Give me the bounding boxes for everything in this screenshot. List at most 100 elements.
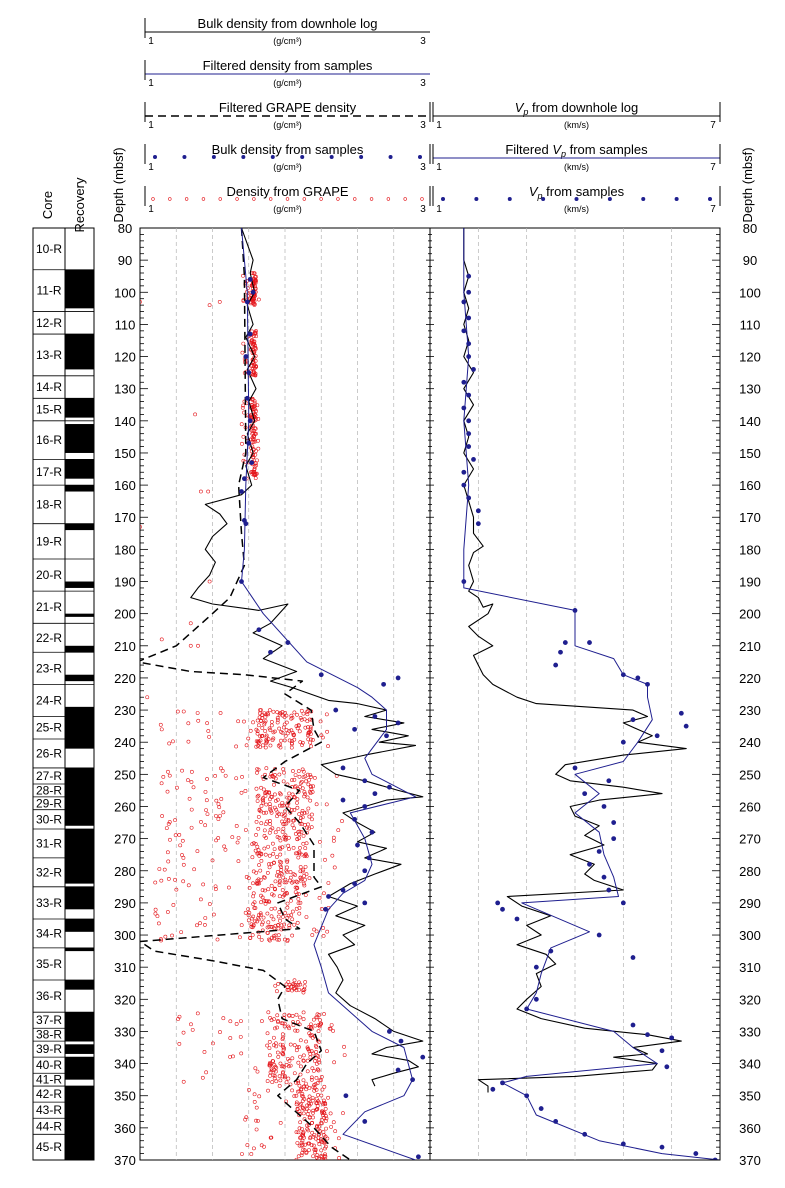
grape-point: [267, 1063, 272, 1068]
legend-min: 1: [148, 36, 154, 47]
core-recovery-column: 10-R 11-R 12-R 13-R 14-R 15-R 16-R 17-R 18-R 19-R…: [32, 227, 95, 1161]
grape-point: [276, 914, 281, 919]
grape-point: [205, 777, 209, 781]
grape-point: [266, 1010, 271, 1015]
grape-point: [269, 810, 274, 815]
grape-point: [256, 793, 261, 798]
grape-point: [300, 740, 305, 745]
grape-point: [266, 737, 271, 742]
grape-point: [255, 731, 260, 736]
depth-tick-label-left: 290: [114, 896, 136, 911]
sample-point: [475, 508, 481, 514]
grape-point: [308, 1136, 312, 1141]
sample-point: [352, 816, 357, 822]
depth-tick-label-right: 310: [739, 960, 761, 975]
grape-point: [258, 878, 263, 882]
grape-point: [294, 1093, 299, 1098]
grape-point: [270, 925, 275, 929]
grape-point: [287, 738, 292, 743]
depth-tick-label-left: 260: [114, 799, 136, 814]
grape-point: [298, 740, 303, 745]
grape-point: [243, 789, 248, 793]
grape-point: [203, 923, 207, 927]
recovery-block: [65, 947, 94, 952]
grape-point: [189, 1022, 193, 1027]
grape-point: [270, 738, 275, 742]
grape-point: [153, 907, 158, 912]
grape-point: [299, 1093, 304, 1098]
grape-point: [303, 980, 308, 984]
legend-unit: (km/s): [564, 204, 589, 214]
grape-point: [301, 1078, 306, 1083]
sample-point: [387, 784, 392, 790]
recovery-block: [65, 398, 94, 418]
sample-point: [572, 608, 578, 613]
grape-point: [294, 724, 299, 729]
sample-point: [372, 791, 378, 797]
grape-point: [293, 784, 298, 789]
grape-point: [288, 810, 293, 815]
bulk-density-from-downhole-log: [190, 228, 424, 1087]
grape-point: [207, 902, 212, 906]
grape-point: [268, 1016, 272, 1020]
recovery-block: [65, 613, 94, 617]
grape-point: [302, 987, 307, 992]
grape-point: [246, 876, 251, 881]
depth-tick-label-left: 190: [114, 575, 136, 590]
grape-point: [305, 1058, 310, 1063]
recovery-block: [65, 674, 94, 682]
grape-point: [284, 1080, 289, 1085]
grape-point: [285, 858, 290, 863]
depth-tick-label-right: 110: [740, 317, 761, 332]
grape-point: [302, 883, 307, 888]
grape-point: [250, 342, 255, 347]
grape-point: [165, 789, 170, 794]
grape-point: [245, 1143, 250, 1147]
grape-point: [263, 719, 268, 724]
grape-point: [204, 808, 208, 812]
sample-point: [416, 1154, 421, 1160]
grape-point: [291, 872, 296, 877]
grape-point: [290, 715, 295, 720]
grape-point: [218, 1030, 222, 1034]
grape-point: [270, 841, 275, 846]
grape-point: [256, 814, 261, 819]
grape-point: [326, 881, 331, 885]
recovery-block: [65, 796, 94, 810]
grape-point: [299, 852, 304, 857]
grape-point: [280, 730, 285, 735]
grape-point: [311, 1068, 316, 1073]
grape-point: [294, 988, 299, 993]
grape-point: [175, 785, 179, 790]
grape-point: [256, 881, 260, 886]
sample-point: [500, 906, 505, 912]
depth-tick-label-left: 150: [114, 446, 136, 461]
grape-point: [312, 927, 317, 932]
grape-point: [269, 723, 274, 728]
grape-point: [323, 1146, 327, 1151]
grape-point: [158, 937, 163, 941]
legend-max: 3: [420, 36, 426, 47]
core-label: 14-R: [36, 380, 62, 394]
grape-point: [254, 279, 258, 283]
grape-point: [253, 919, 258, 924]
grape-point: [294, 906, 299, 911]
grape-point: [310, 1130, 315, 1135]
grape-point: [306, 806, 311, 811]
grape-point: [274, 1079, 279, 1084]
grape-point: [288, 875, 293, 880]
grape-point: [315, 1081, 320, 1086]
grape-point: [277, 910, 282, 914]
grape-point: [166, 769, 170, 774]
sample-point: [466, 495, 472, 501]
grape-point: [236, 835, 241, 840]
grape-point: [337, 1156, 342, 1160]
legend-title: Bulk density from samples: [212, 142, 364, 157]
grape-point: [234, 1022, 239, 1026]
legend-key-circle: [184, 197, 189, 201]
sample-point: [340, 887, 346, 893]
grape-point: [317, 1058, 321, 1062]
grape-point: [292, 1071, 297, 1076]
grape-point: [329, 1023, 334, 1027]
